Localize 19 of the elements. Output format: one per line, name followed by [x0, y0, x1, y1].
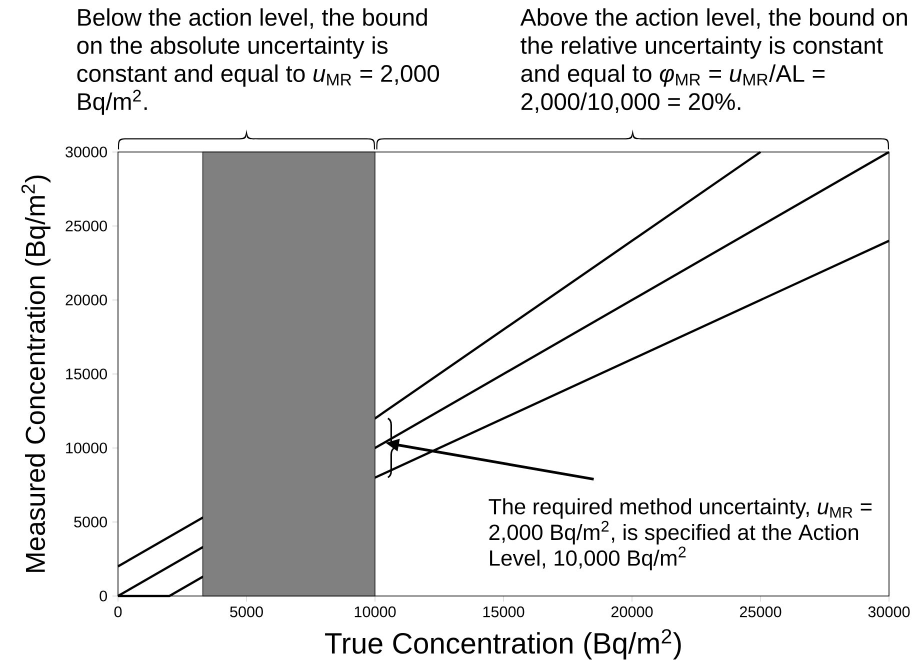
x-tick-label: 0	[114, 606, 122, 618]
x-tick-label: 10000	[354, 606, 396, 618]
text: Below the action level, the bound on the absolute uncertainty is constant and equal to u$_{MR}$ = 2,000 Bq/m$^{2}$.	[77, 8, 440, 115]
y-tick-label: 10000	[66, 442, 107, 454]
y-tick-label: 20000	[66, 294, 107, 306]
x-tick-label: 30000	[868, 606, 910, 618]
y-tick-label: 30000	[66, 146, 107, 158]
y-tick-label: 0	[100, 590, 107, 602]
y-tick-label: 5000	[74, 516, 107, 528]
x-tick-label: 5000	[230, 606, 263, 618]
x-axis-title: True Concentration (Bq/m$^{2}$)	[325, 629, 681, 660]
x-tick-label: 15000	[483, 606, 524, 618]
text: Above the action level, the bound on the relative uncertainty is constant and equal to φ$_{MR}$ = u$_{MR}$/AL = 2,000/10,000 = 20%.	[520, 8, 907, 113]
y-axis-title: Measured Concentration (Bq/m$^{2}$)	[21, 176, 50, 572]
y-tick-label: 25000	[66, 220, 107, 232]
y-tick-label: 15000	[66, 368, 107, 380]
x-tick-label: 20000	[611, 606, 653, 618]
x-tick-label: 25000	[740, 606, 782, 618]
text: The required method uncertainty, u$_{MR}$ = 2,000 Bq/m$^{2}$, is specified at the Action Level, 10,000 Bq/m$^{2}$	[488, 498, 872, 570]
